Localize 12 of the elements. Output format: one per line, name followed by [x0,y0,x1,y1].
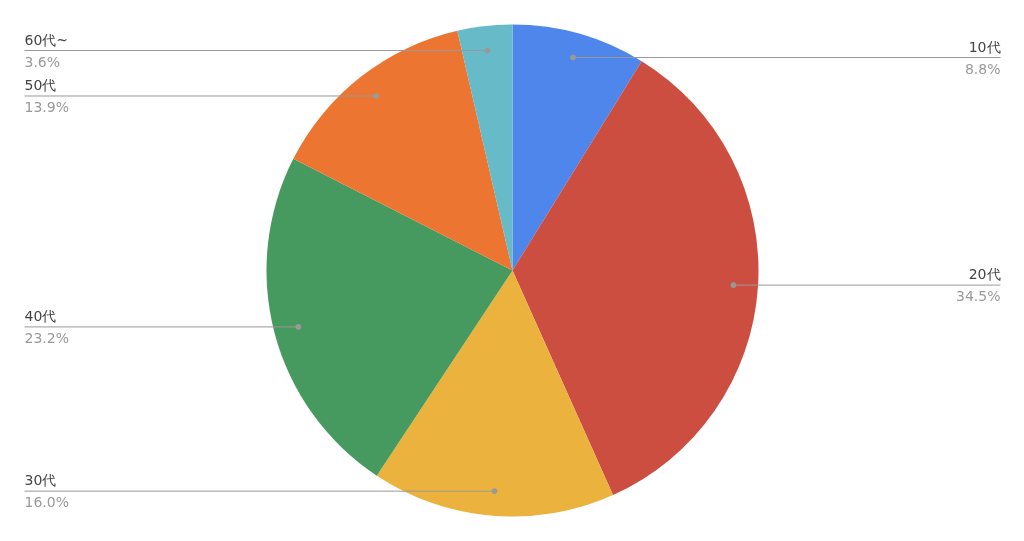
slice-label: 50代 [24,76,57,93]
slice-label: 10代 [968,38,1001,55]
data-label: 13.9% [24,98,69,115]
data-label: 23.2% [24,329,69,346]
slice-label: 60代~ [24,31,69,48]
data-label: 16.0% [24,494,69,511]
data-label: 3.6% [24,53,61,70]
slice-label: 30代 [24,472,57,489]
slice-label: 20代 [968,266,1001,283]
data-label: 34.5% [956,288,1001,305]
data-label: 8.8% [964,60,1001,77]
slice-label: 40代 [24,307,57,324]
